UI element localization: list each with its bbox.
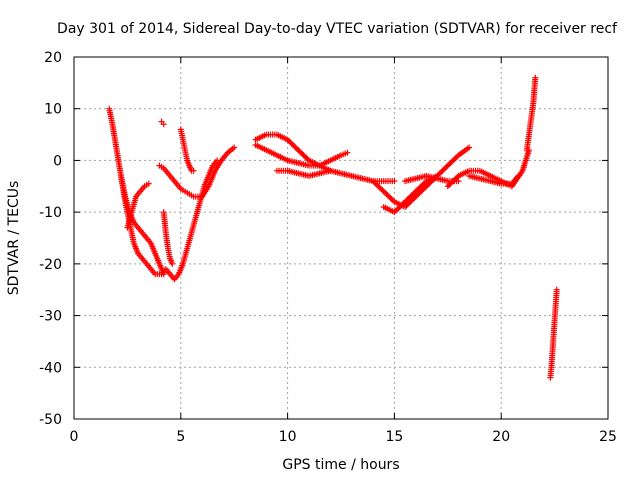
axis-ticks bbox=[73, 56, 609, 420]
data-point bbox=[466, 144, 473, 151]
y-axis-label: SDTVAR / TECUs bbox=[6, 181, 22, 296]
data-point bbox=[391, 178, 398, 185]
data-point bbox=[169, 260, 176, 267]
data-point bbox=[160, 121, 167, 128]
data-point bbox=[553, 286, 560, 293]
x-tick-label: 20 bbox=[492, 429, 510, 445]
data-point bbox=[390, 197, 397, 204]
x-tick-label: 15 bbox=[385, 429, 403, 445]
data-point bbox=[344, 149, 351, 156]
series-arc5 bbox=[158, 157, 221, 283]
x-tick-label: 25 bbox=[599, 429, 617, 445]
data-point bbox=[214, 157, 221, 164]
data-point bbox=[454, 174, 461, 181]
data-point bbox=[422, 179, 429, 186]
x-axis-label: GPS time / hours bbox=[282, 457, 399, 473]
data-point bbox=[231, 144, 238, 151]
series-arc6 bbox=[160, 209, 176, 267]
data-point bbox=[304, 156, 311, 163]
plot-frame bbox=[73, 56, 609, 420]
series-arc17 bbox=[523, 74, 539, 154]
data-point bbox=[190, 167, 197, 174]
grid-lines bbox=[74, 57, 608, 419]
y-tick-label: -40 bbox=[39, 360, 62, 376]
series-arc10 bbox=[252, 141, 351, 169]
series-arc2 bbox=[117, 172, 167, 278]
y-tick-label: -20 bbox=[39, 257, 62, 273]
y-tick-label: 20 bbox=[44, 50, 62, 66]
series-arc18 bbox=[547, 286, 560, 381]
series-arc11 bbox=[273, 167, 334, 179]
data-point bbox=[327, 167, 334, 174]
x-tick-label: 10 bbox=[279, 429, 297, 445]
series-arc7 bbox=[158, 118, 167, 128]
series-arc4 bbox=[156, 144, 238, 200]
series-arc9 bbox=[252, 131, 398, 185]
x-tick-label: 5 bbox=[176, 429, 185, 445]
x-tick-label: 0 bbox=[70, 429, 79, 445]
data-points bbox=[106, 74, 560, 381]
series-arc3 bbox=[124, 180, 152, 231]
y-tick-label: 10 bbox=[44, 102, 62, 118]
series-arc8 bbox=[177, 126, 197, 174]
series-arc16 bbox=[466, 172, 522, 187]
data-point bbox=[515, 172, 522, 179]
y-tick-label: -50 bbox=[39, 412, 62, 428]
y-tick-label: -10 bbox=[39, 205, 62, 221]
y-tick-label: -30 bbox=[39, 309, 62, 325]
data-point bbox=[145, 180, 152, 187]
x-tick-labels: 0 5 10 15 20 25 bbox=[70, 429, 617, 445]
data-point bbox=[532, 74, 539, 81]
y-tick-labels: -50 -40 -30 -20 -10 0 10 20 bbox=[39, 50, 62, 428]
chart-title: Day 301 of 2014, Sidereal Day-to-day VTE… bbox=[57, 21, 618, 37]
y-tick-label: 0 bbox=[53, 153, 62, 169]
